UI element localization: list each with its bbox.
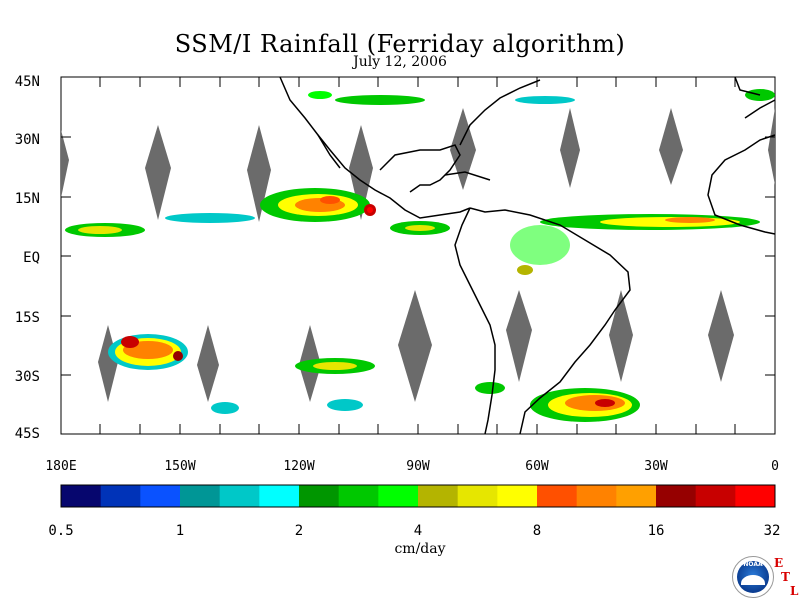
colorbar-swatch [219,485,260,507]
lon-axis: 180E 150W 120W 90W 60W 30W 0 [45,77,779,474]
lat-label-15s: 15S [15,310,40,326]
colorbar-units: cm/day [394,541,446,557]
lat-label-eq: EQ [23,250,40,266]
rainfall-field [65,89,775,422]
colorbar-swatch [695,485,736,507]
colorbar-labels: 0.5 1 2 4 8 16 32 [48,523,780,539]
colorbar-swatch [338,485,379,507]
colorbar-swatch [259,485,300,507]
lat-axis: 45N 30N 15N EQ 15S 30S 45S [15,74,775,442]
colorbar-label-8: 8 [533,523,541,539]
colorbar-border [60,484,776,508]
colorbar-swatch [299,485,340,507]
colorbar-swatch [656,485,697,507]
lon-label-60w: 60W [525,459,549,474]
colorbar [60,484,776,508]
colorbar-swatch [735,485,776,507]
colorbar-label-4: 4 [414,523,422,539]
etl-letter-l: L [790,584,799,598]
colorbar-label-2: 2 [295,523,303,539]
colorbar-swatch [616,485,657,507]
lon-label-30w: 30W [644,459,668,474]
colorbar-swatch [457,485,498,507]
lon-label-150w: 150W [164,459,195,474]
lat-label-15n: 15N [15,191,40,207]
colorbar-swatch [576,485,617,507]
lon-label-0: 0 [771,459,779,474]
lat-label-45s: 45S [15,426,40,442]
lon-label-120w: 120W [283,459,314,474]
colorbar-label-1: 1 [176,523,184,539]
lon-label-180e: 180E [45,459,76,474]
colorbar-label-32: 32 [764,523,781,539]
lat-label-30s: 30S [15,369,40,385]
lon-label-90w: 90W [406,459,430,474]
chart-subtitle: July 12, 2006 [353,54,447,70]
colorbar-swatch [378,485,419,507]
lat-label-30n: 30N [15,132,40,148]
colorbar-swatch [180,485,221,507]
lat-label-45n: 45N [15,74,40,90]
colorbar-swatch [140,485,181,507]
colorbar-label-0-5: 0.5 [48,523,73,539]
swath-gaps [61,108,775,402]
etl-letter-e: E [774,556,784,570]
colorbar-swatch [537,485,578,507]
coastlines [279,76,776,435]
colorbar-swatch [497,485,538,507]
noaa-logo-text: NOAA [743,561,763,568]
colorbar-swatch [100,485,141,507]
etl-letter-t: T [781,570,790,584]
chart-title: SSM/I Rainfall (Ferriday algorithm) [174,30,626,58]
colorbar-label-16: 16 [648,523,665,539]
noaa-logo-icon: NOAA [732,556,774,598]
colorbar-swatch [418,485,459,507]
colorbar-swatch [61,485,102,507]
